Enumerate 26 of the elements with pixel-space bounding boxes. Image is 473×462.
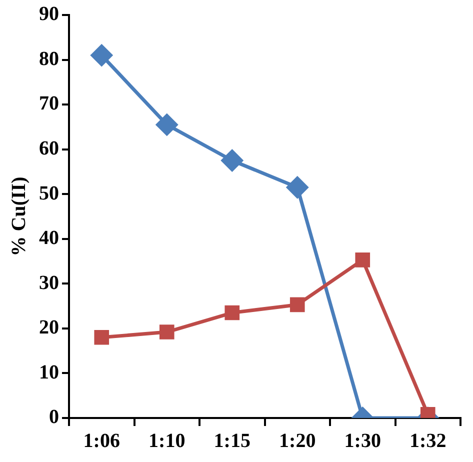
point bbox=[221, 150, 243, 172]
x-tick-label: 1:15 bbox=[214, 430, 250, 452]
y-tick-label: 90 bbox=[39, 3, 59, 26]
point bbox=[156, 114, 178, 136]
x-tick-label: 1:32 bbox=[410, 430, 446, 452]
y-tick-label: 40 bbox=[39, 227, 59, 250]
point bbox=[286, 176, 308, 198]
point bbox=[290, 297, 305, 312]
x-tick-label: 1:20 bbox=[279, 430, 316, 452]
y-tick-label: 0 bbox=[49, 406, 59, 428]
y-tick-label: 30 bbox=[39, 272, 59, 294]
y-tick-label: 50 bbox=[39, 182, 59, 204]
point bbox=[90, 44, 112, 66]
x-tick-label: 1:06 bbox=[83, 430, 120, 452]
x-tick-label: 1:30 bbox=[344, 430, 381, 452]
y-tick-label: 60 bbox=[39, 138, 59, 160]
x-tick-label: 1:10 bbox=[148, 430, 186, 452]
y-tick-label: 20 bbox=[39, 316, 59, 339]
point bbox=[355, 252, 370, 268]
point bbox=[94, 330, 110, 345]
point bbox=[159, 324, 174, 340]
y-tick-label: 70 bbox=[39, 92, 59, 115]
y-tick-label: 80 bbox=[39, 48, 59, 70]
y-axis-title: % Cu(II) bbox=[8, 176, 30, 256]
y-tick-label: 10 bbox=[39, 361, 59, 384]
point bbox=[224, 305, 240, 320]
